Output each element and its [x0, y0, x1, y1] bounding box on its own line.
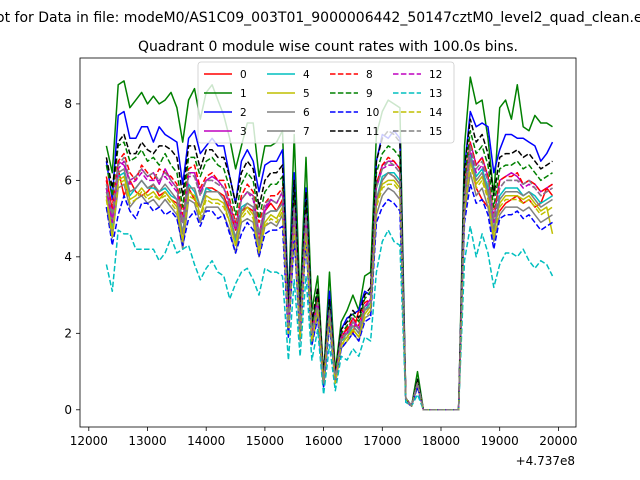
legend-label-5: 5 [303, 88, 310, 100]
x-tick-label: 19000 [481, 434, 519, 448]
legend-label-13: 13 [429, 88, 442, 100]
legend-label-3: 3 [240, 126, 247, 138]
x-axis: 12000 13000 14000 15000 16000 17000 18000 19000… [70, 427, 577, 448]
series-line-11 [105, 118, 553, 411]
series-line-2 [105, 110, 554, 411]
chart-title: Quadrant 0 module wise count rates with … [138, 39, 518, 55]
legend-label-10: 10 [366, 107, 379, 119]
legend-label-9: 9 [366, 88, 373, 100]
y-tick-label: 2 [64, 326, 72, 340]
y-tick-label: 4 [64, 250, 72, 264]
x-tick-label: 20000 [539, 434, 577, 448]
legend-box [197, 61, 455, 144]
legend-label-0: 0 [240, 69, 247, 81]
y-axis: 0 2 4 6 8 [64, 97, 80, 417]
series-layer [105, 76, 554, 411]
legend-label-11: 11 [366, 126, 379, 138]
x-tick-label: 13000 [128, 434, 166, 448]
x-tick-label: 14000 [187, 434, 225, 448]
axes-frame [79, 57, 577, 428]
legend-label-12: 12 [429, 69, 442, 81]
legend-label-15: 15 [429, 126, 442, 138]
series-line-1 [105, 76, 553, 411]
x-tick-label: 12000 [70, 434, 108, 448]
x-axis-offset-label: +4.737e8 [516, 454, 575, 468]
series-line-10 [105, 183, 553, 411]
legend-label-7: 7 [303, 126, 310, 138]
legend-label-2: 2 [240, 107, 247, 119]
y-tick-label: 8 [64, 97, 72, 111]
plot-area: 12000 13000 14000 15000 16000 17000 18000 19000… [64, 57, 577, 448]
series-line-15 [105, 145, 553, 411]
legend-label-6: 6 [303, 107, 310, 119]
y-tick-label: 6 [64, 173, 72, 187]
x-tick-label: 17000 [363, 434, 401, 448]
legend-label-14: 14 [429, 107, 443, 119]
legend-label-1: 1 [240, 88, 247, 100]
figure-suptitle: Plot for Data in file: modeM0/AS1C09_003… [0, 10, 640, 26]
series-line-13 [105, 225, 554, 411]
legend-label-4: 4 [303, 69, 310, 81]
x-tick-label: 15000 [246, 434, 284, 448]
x-tick-label: 16000 [305, 434, 343, 448]
y-tick-label: 0 [64, 403, 72, 417]
x-tick-label: 18000 [422, 434, 460, 448]
legend-label-8: 8 [366, 69, 373, 81]
